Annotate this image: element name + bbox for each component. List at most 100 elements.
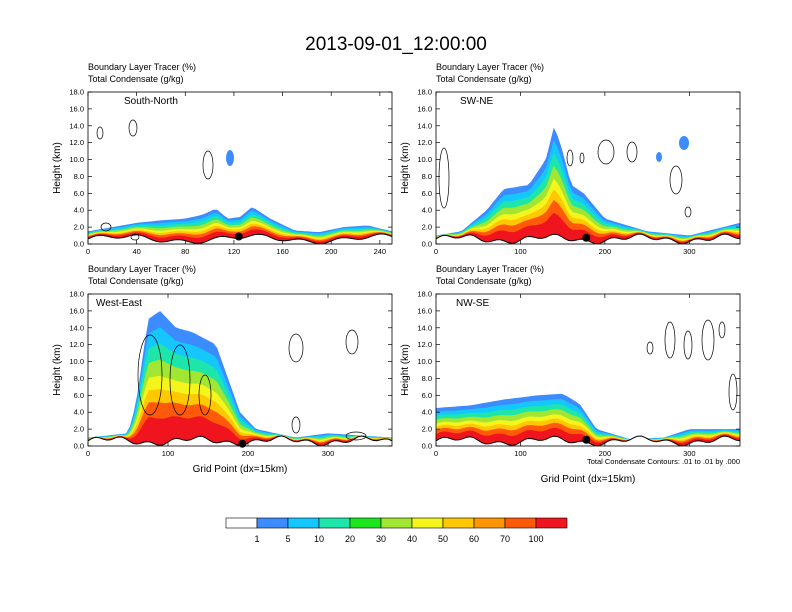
y-tick-label: 14.0 [417, 121, 432, 130]
x-tick-label: 80 [181, 247, 189, 256]
y-tick-label: 10.0 [69, 155, 84, 164]
colorbar-label: 1 [254, 534, 259, 544]
colorbar-swatch [256, 517, 289, 529]
y-tick-label: 2.0 [422, 223, 432, 232]
y-tick-label: 8.0 [74, 374, 84, 383]
x-tick-label: 0 [434, 449, 438, 458]
x-tick-label: 100 [162, 449, 175, 458]
y-tick-label: 16.0 [69, 306, 84, 315]
panel-west-east: Boundary Layer Tracer (%) Total Condensa… [52, 264, 393, 475]
panel-subtitle-tracer: Boundary Layer Tracer (%) [88, 62, 196, 72]
axes: 0.0 2.0 4.0 6.0 8.0 10.0 12.0 14.0 16.0 18.0 0 40 80… [69, 88, 392, 256]
panel-subtitle-tracer: Boundary Layer Tracer (%) [436, 62, 544, 72]
location-marker [582, 233, 591, 242]
x-tick-label: 0 [86, 247, 90, 256]
x-tick-label: 0 [86, 449, 90, 458]
x-tick-label: 100 [514, 247, 527, 256]
panel-subtitle-tracer: Boundary Layer Tracer (%) [436, 264, 544, 274]
colorbar-swatch [535, 517, 568, 529]
y-tick-label: 14.0 [417, 323, 432, 332]
tracer-fill [88, 311, 392, 446]
x-tick-label: 200 [325, 247, 338, 256]
y-tick-label: 16.0 [417, 104, 432, 113]
y-tick-label: 4.0 [74, 408, 84, 417]
axes: 0.0 2.0 4.0 6.0 8.0 10.0 12.0 14.0 16.0 18.0 0 100 2… [417, 290, 740, 458]
tracer-band [436, 212, 740, 244]
y-tick-label: 0.0 [74, 442, 84, 451]
colorbar-swatch [473, 517, 506, 529]
colorbar: 1 5 10 20 30 40 50 60 70 100 [225, 517, 568, 544]
condensate-contours [137, 329, 367, 441]
colorbar-swatch [411, 517, 444, 529]
colorbar-label: 100 [528, 534, 543, 544]
colorbar-swatch [349, 517, 382, 529]
y-tick-label: 10.0 [69, 357, 84, 366]
panel-label: NW-SE [456, 298, 489, 309]
y-tick-label: 18.0 [417, 290, 432, 299]
colorbar-label: 40 [407, 534, 417, 544]
y-tick-label: 2.0 [74, 223, 84, 232]
condensate-contours [646, 319, 738, 411]
x-tick-label: 40 [132, 247, 140, 256]
y-tick-label: 2.0 [422, 425, 432, 434]
x-tick-label: 300 [683, 449, 696, 458]
colorbar-swatch [225, 517, 258, 529]
y-tick-label: 12.0 [417, 340, 432, 349]
condensate-contours [438, 139, 692, 218]
panel-south-north: Boundary Layer Tracer (%) Total Condensa… [52, 62, 393, 256]
terrain-mask [436, 436, 740, 446]
contour-note: Total Condensate Contours: .01 to .01 by… [587, 457, 740, 466]
panel-subtitle-condensate: Total Condensate (g/kg) [436, 276, 532, 286]
colorbar-label: 50 [438, 534, 448, 544]
panel-label: SW-NE [460, 96, 493, 107]
colorbar-swatch [287, 517, 320, 529]
x-tick-label: 200 [599, 247, 612, 256]
x-axis-label: Grid Point (dx=15km) [193, 464, 288, 475]
y-tick-label: 8.0 [422, 172, 432, 181]
axes: 0.0 2.0 4.0 6.0 8.0 10.0 12.0 14.0 16.0 18.0 0 100 2… [69, 290, 392, 458]
y-tick-label: 6.0 [74, 391, 84, 400]
x-tick-label: 120 [228, 247, 241, 256]
y-tick-label: 12.0 [69, 138, 84, 147]
y-tick-label: 4.0 [422, 408, 432, 417]
tracer-band [88, 416, 392, 446]
y-tick-label: 14.0 [69, 323, 84, 332]
y-axis-label: Height (km) [52, 142, 63, 194]
y-tick-label: 18.0 [69, 88, 84, 97]
y-tick-label: 16.0 [417, 306, 432, 315]
tracer-fill [436, 393, 740, 446]
y-tick-label: 4.0 [422, 206, 432, 215]
x-tick-label: 100 [514, 449, 527, 458]
y-tick-label: 12.0 [69, 340, 84, 349]
y-tick-label: 10.0 [417, 155, 432, 164]
location-marker [582, 435, 591, 444]
y-tick-label: 10.0 [417, 357, 432, 366]
panel-nw-se: Boundary Layer Tracer (%) Total Condensa… [400, 264, 741, 485]
condensate-contours [96, 119, 214, 241]
y-tick-label: 18.0 [69, 290, 84, 299]
condensate-blob [679, 136, 689, 150]
panel-sw-ne: Boundary Layer Tracer (%) Total Condensa… [400, 62, 741, 256]
colorbar-label: 20 [345, 534, 355, 544]
y-tick-label: 2.0 [74, 425, 84, 434]
y-tick-label: 0.0 [74, 240, 84, 249]
y-tick-label: 8.0 [422, 374, 432, 383]
x-tick-label: 300 [322, 449, 335, 458]
y-tick-label: 6.0 [74, 189, 84, 198]
terrain-mask [88, 435, 392, 446]
tracer-fill [436, 127, 740, 244]
x-tick-label: 300 [683, 247, 696, 256]
axes: 0.0 2.0 4.0 6.0 8.0 10.0 12.0 14.0 16.0 18.0 0 100 2… [417, 88, 740, 256]
panel-subtitle-condensate: Total Condensate (g/kg) [88, 276, 184, 286]
colorbar-swatch [442, 517, 475, 529]
y-tick-label: 14.0 [69, 121, 84, 130]
x-tick-label: 200 [242, 449, 255, 458]
colorbar-label: 70 [500, 534, 510, 544]
y-tick-label: 8.0 [74, 172, 84, 181]
colorbar-swatch [318, 517, 351, 529]
panel-subtitle-tracer: Boundary Layer Tracer (%) [88, 264, 196, 274]
y-axis-label: Height (km) [400, 142, 411, 194]
y-tick-label: 6.0 [422, 391, 432, 400]
terrain-mask [436, 234, 740, 244]
